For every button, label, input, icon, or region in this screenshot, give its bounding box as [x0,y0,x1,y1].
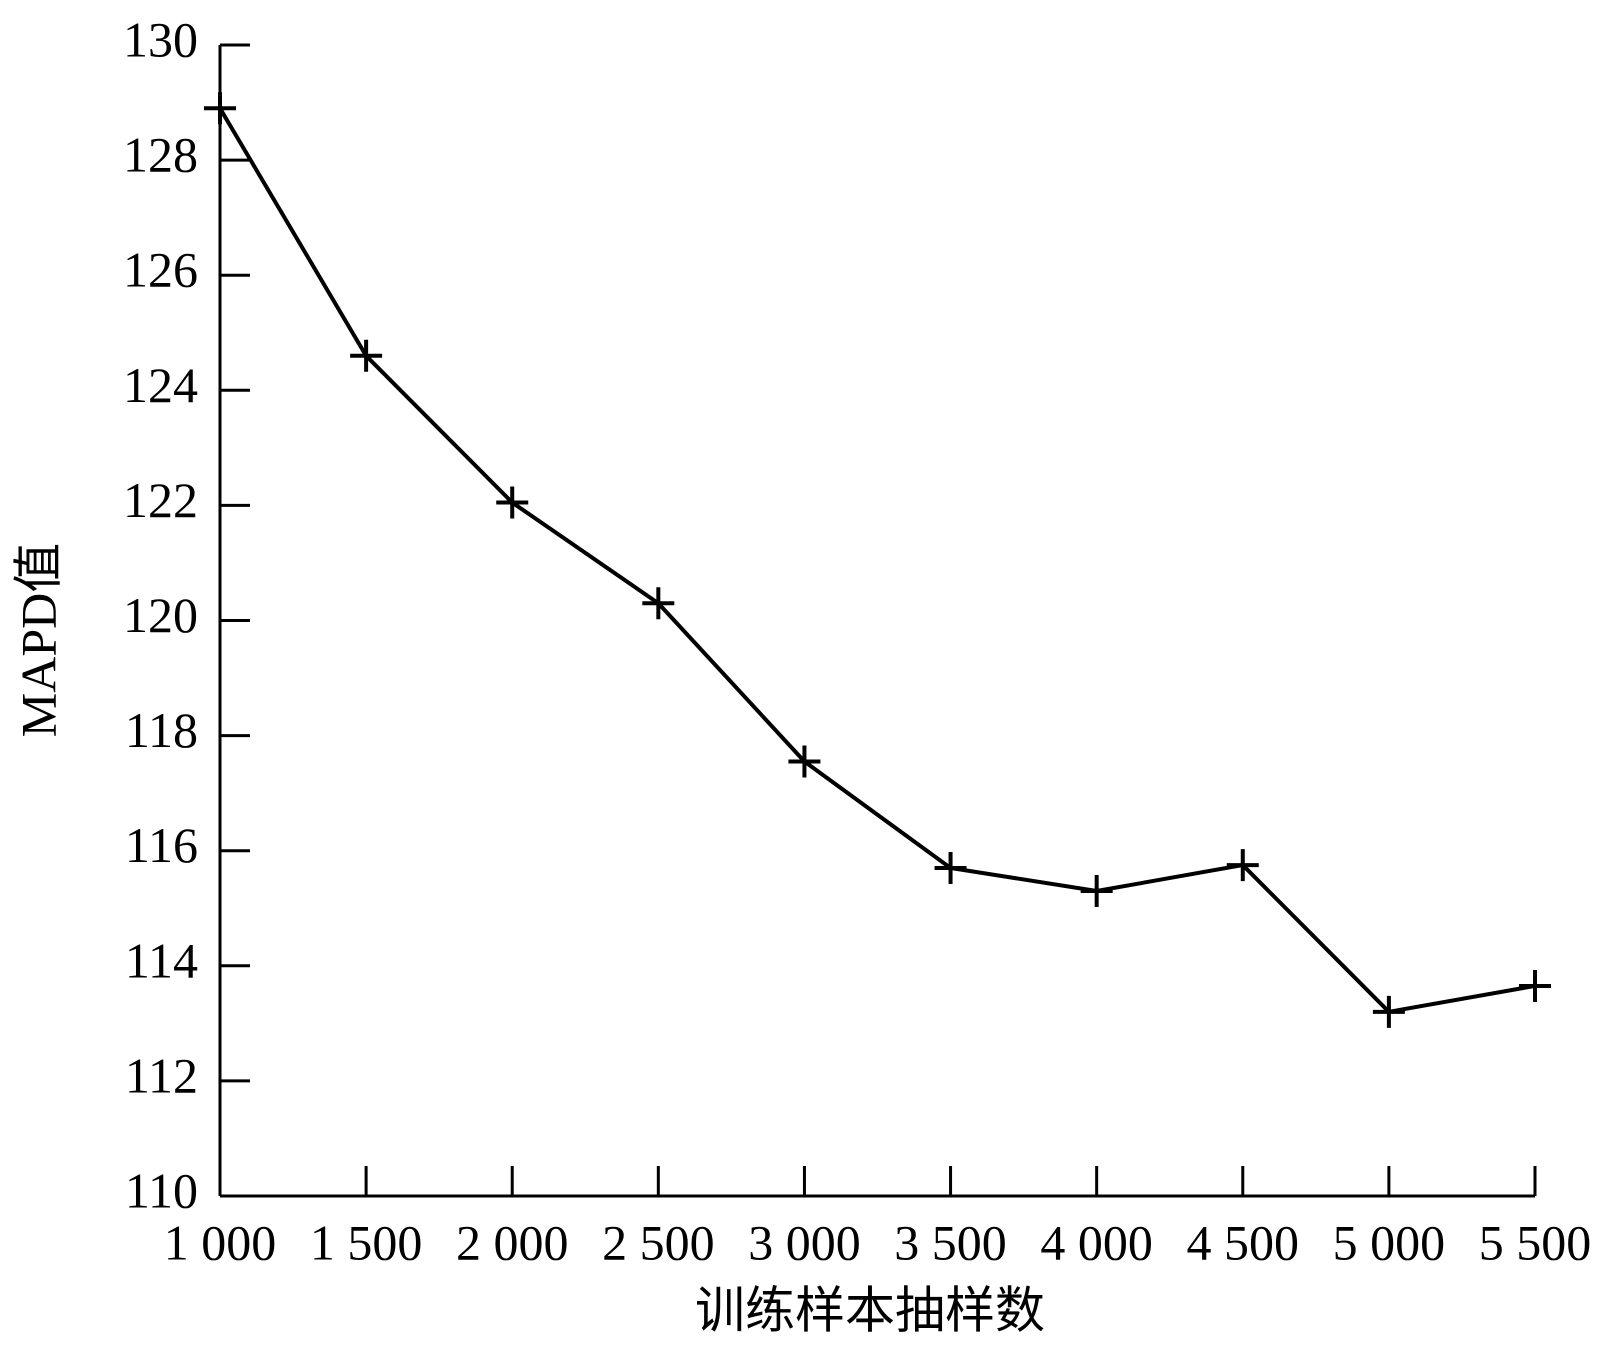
x-tick-label: 3 000 [748,1214,861,1270]
x-tick-label: 1 000 [164,1214,277,1270]
x-tick-label: 5 500 [1479,1214,1592,1270]
y-tick-label: 114 [125,932,198,988]
marker [1519,969,1551,1002]
line [218,107,1536,1014]
y-axis-label: MAPD值 [10,543,66,737]
marker [788,745,821,778]
marker [1372,995,1405,1028]
marker [1226,849,1259,882]
x-tick-label: 1 500 [310,1214,423,1270]
marker [642,587,675,620]
y-tick-label: 118 [125,702,198,758]
x-tick-label: 3 500 [894,1214,1007,1270]
y-tick-label: 130 [123,11,198,67]
x-tick-label: 4 500 [1187,1214,1300,1270]
y-tick-label: 120 [123,587,198,643]
x-tick-label: 4 000 [1040,1214,1153,1270]
y-tick-label: 116 [125,817,198,873]
x-axis-label: 训练样本抽样数 [695,1282,1045,1338]
marker [496,486,529,519]
x-tick-label: 2 500 [602,1214,715,1270]
x-tick-label: 5 000 [1333,1214,1446,1270]
marker [350,339,383,372]
y-tick-label: 112 [125,1047,198,1103]
marker [1080,874,1113,907]
y-tick-label: 110 [125,1162,198,1218]
marker [204,92,236,125]
y-tick-label: 124 [123,357,198,413]
y-tick-label: 122 [123,472,198,528]
y-tick-label: 128 [123,127,198,183]
marker [934,851,967,884]
x-tick-label: 2 000 [456,1214,569,1270]
y-tick-label: 126 [123,242,198,298]
